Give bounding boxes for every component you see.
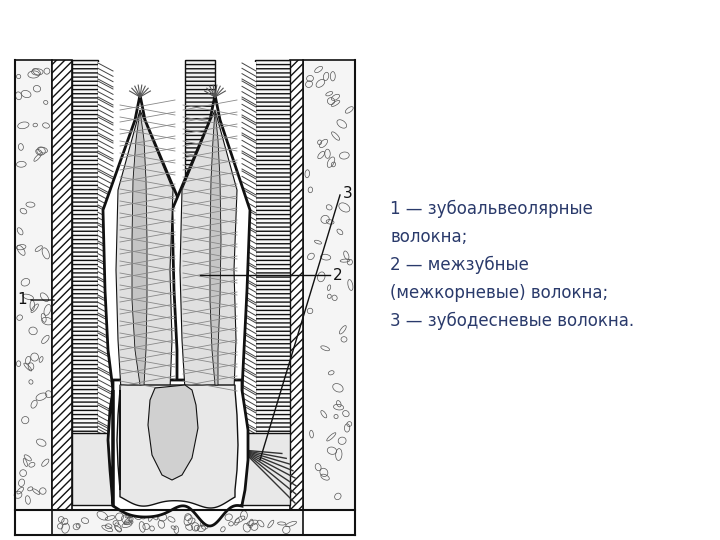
Polygon shape xyxy=(98,62,113,433)
Polygon shape xyxy=(242,62,256,433)
Polygon shape xyxy=(255,60,290,435)
Polygon shape xyxy=(242,433,290,505)
Polygon shape xyxy=(117,385,238,508)
Text: 1 — зубоальвеолярные
волокна;
2 — межзубные
(межкорневые) волокна;
3 — зубодесне: 1 — зубоальвеолярные волокна; 2 — межзуб… xyxy=(390,200,634,330)
Polygon shape xyxy=(185,60,215,315)
Text: 1: 1 xyxy=(17,293,27,307)
Polygon shape xyxy=(103,95,183,390)
Polygon shape xyxy=(132,110,147,385)
Polygon shape xyxy=(210,110,221,385)
Polygon shape xyxy=(72,433,113,505)
Text: 2: 2 xyxy=(333,267,343,282)
Text: 3: 3 xyxy=(343,186,353,200)
Polygon shape xyxy=(72,60,98,435)
Polygon shape xyxy=(52,60,72,510)
Polygon shape xyxy=(15,60,52,510)
Polygon shape xyxy=(116,110,173,390)
Polygon shape xyxy=(180,110,237,390)
Polygon shape xyxy=(52,510,303,535)
Polygon shape xyxy=(303,60,355,510)
Polygon shape xyxy=(172,95,250,390)
Polygon shape xyxy=(148,385,198,480)
Polygon shape xyxy=(290,60,303,510)
Polygon shape xyxy=(108,380,248,526)
